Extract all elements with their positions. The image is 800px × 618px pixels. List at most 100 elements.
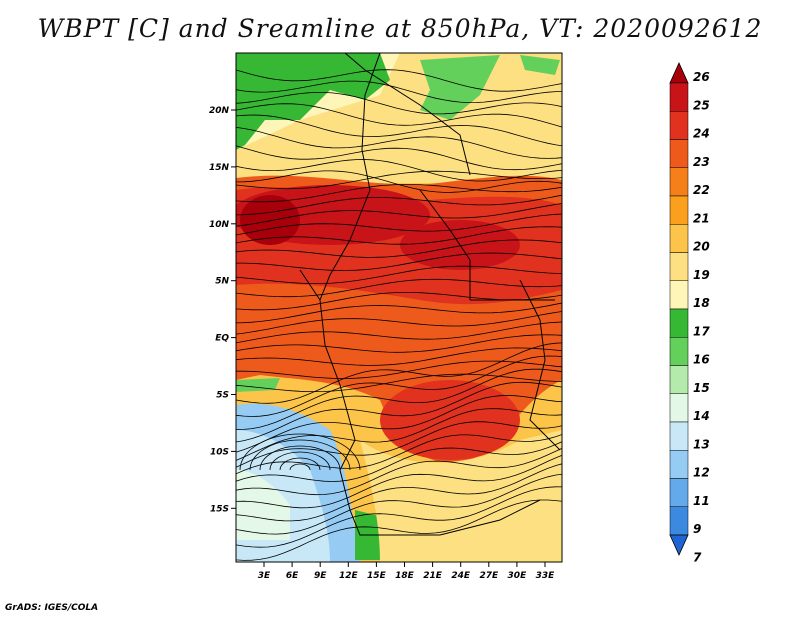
lat-tick-label: 20N xyxy=(209,106,230,116)
lon-tick-label: 3E xyxy=(258,571,271,581)
streamline xyxy=(236,486,562,548)
streamline xyxy=(239,433,361,471)
streamline xyxy=(236,239,562,258)
colorbar-label: 16 xyxy=(693,353,710,367)
streamline xyxy=(236,334,562,353)
lat-tick-label: 10N xyxy=(209,220,230,230)
lon-tick-label: 9E xyxy=(314,571,327,581)
lon-tick-label: 12E xyxy=(339,571,359,581)
green-area-north xyxy=(420,55,500,120)
colorbar-label: 21 xyxy=(693,211,710,225)
colorbar-label: 7 xyxy=(693,550,702,564)
streamline xyxy=(236,347,562,366)
country-borders xyxy=(299,53,561,536)
streamline xyxy=(236,311,562,335)
streamline xyxy=(289,463,311,471)
lat-tick-label: 15N xyxy=(209,163,230,173)
streamline xyxy=(236,265,562,285)
map-frame xyxy=(235,52,563,563)
colorbar-label: 19 xyxy=(693,268,710,282)
colorbar-label: 22 xyxy=(693,183,710,197)
colorbar: 26 25 24 23 22 21 20 19 18 17 16 15 14 13 12 11 9 7 xyxy=(669,62,710,564)
colorbar-label: 9 xyxy=(693,522,701,536)
lon-tick-label: 15E xyxy=(367,571,387,581)
streamline xyxy=(236,170,562,190)
colorbar-label: 14 xyxy=(693,409,710,423)
lon-tick-label: 21E xyxy=(423,571,443,581)
lat-tick-label: EQ xyxy=(215,334,229,344)
streamline xyxy=(236,80,562,104)
colorbar-box xyxy=(669,167,689,197)
colorbar-label: 23 xyxy=(693,155,710,169)
lon-tick-label: 18E xyxy=(395,571,415,581)
lon-tick-label: 33E xyxy=(536,571,556,581)
streamline xyxy=(269,451,331,471)
colorbar-box xyxy=(669,337,689,366)
colorbar-box xyxy=(669,421,689,451)
streamline xyxy=(236,126,562,159)
colorbar-label: 11 xyxy=(693,494,710,508)
streamline xyxy=(236,226,562,245)
colorbar-box xyxy=(669,252,689,281)
latitude-axis: 20N 15N 10N 5N EQ 5S 10S 15S xyxy=(209,106,236,514)
lat-tick-label: 5S xyxy=(216,391,229,401)
colorbar-label: 15 xyxy=(693,381,710,395)
colorbar-label: 20 xyxy=(693,240,710,254)
colorbar-label: 17 xyxy=(693,324,710,338)
streamline xyxy=(236,145,562,171)
streamline xyxy=(236,454,562,510)
colorbar-label: 12 xyxy=(693,466,710,480)
lat-tick-label: 15S xyxy=(210,504,229,514)
colorbar-box xyxy=(669,478,689,507)
lon-tick-label: 24E xyxy=(451,571,471,581)
streamline xyxy=(236,368,562,431)
streamline xyxy=(236,473,562,535)
streamline xyxy=(236,434,562,477)
colorbar-top-arrow xyxy=(669,62,689,84)
colorbar-label: 26 xyxy=(693,70,710,84)
streamline xyxy=(236,394,562,453)
streamline xyxy=(236,302,562,324)
colorbar-box xyxy=(669,393,689,423)
streamline xyxy=(236,184,562,203)
colorbar-box xyxy=(669,450,689,479)
colorbar-box xyxy=(669,111,689,140)
streamline xyxy=(236,92,562,115)
streamline xyxy=(236,213,562,236)
lon-tick-label: 30E xyxy=(508,571,528,581)
colorbar-box xyxy=(669,82,689,112)
lon-tick-label: 27E xyxy=(479,571,499,581)
streamline xyxy=(236,373,562,392)
colorbar-box xyxy=(669,365,689,394)
colorbar-box xyxy=(669,139,689,168)
colorbar-label: 25 xyxy=(693,98,710,112)
streamline xyxy=(236,441,562,488)
streamline xyxy=(236,321,562,344)
colorbar-label: 18 xyxy=(693,296,710,310)
longitude-axis: 3E 6E 9E 12E 15E 18E 21E 24E 27E 30E 33E xyxy=(258,562,555,581)
colorbar-label: 24 xyxy=(693,127,710,141)
streamline xyxy=(236,463,562,522)
colorbar-box xyxy=(669,195,689,225)
wbpt-field xyxy=(236,53,562,562)
credit-text: GrADS: IGES/COLA xyxy=(5,603,99,613)
green-area-northwest xyxy=(236,53,390,150)
chart-title: WBPT [C] and Sreamline at 850hPa, VT: 20… xyxy=(37,14,763,43)
colorbar-box xyxy=(669,224,689,253)
streamline xyxy=(236,499,562,561)
colorbar-box xyxy=(669,506,689,536)
colorbar-label: 13 xyxy=(693,437,710,451)
streamline xyxy=(236,114,562,147)
streamline xyxy=(236,69,562,92)
streamline xyxy=(236,355,562,417)
streamline xyxy=(236,342,562,404)
streamline xyxy=(236,447,562,499)
streamline xyxy=(236,278,562,298)
streamline xyxy=(259,445,341,471)
streamline xyxy=(236,408,562,461)
streamline xyxy=(236,159,562,182)
lon-tick-label: 6E xyxy=(286,571,299,581)
streamline xyxy=(279,457,321,471)
streamline xyxy=(249,439,351,471)
